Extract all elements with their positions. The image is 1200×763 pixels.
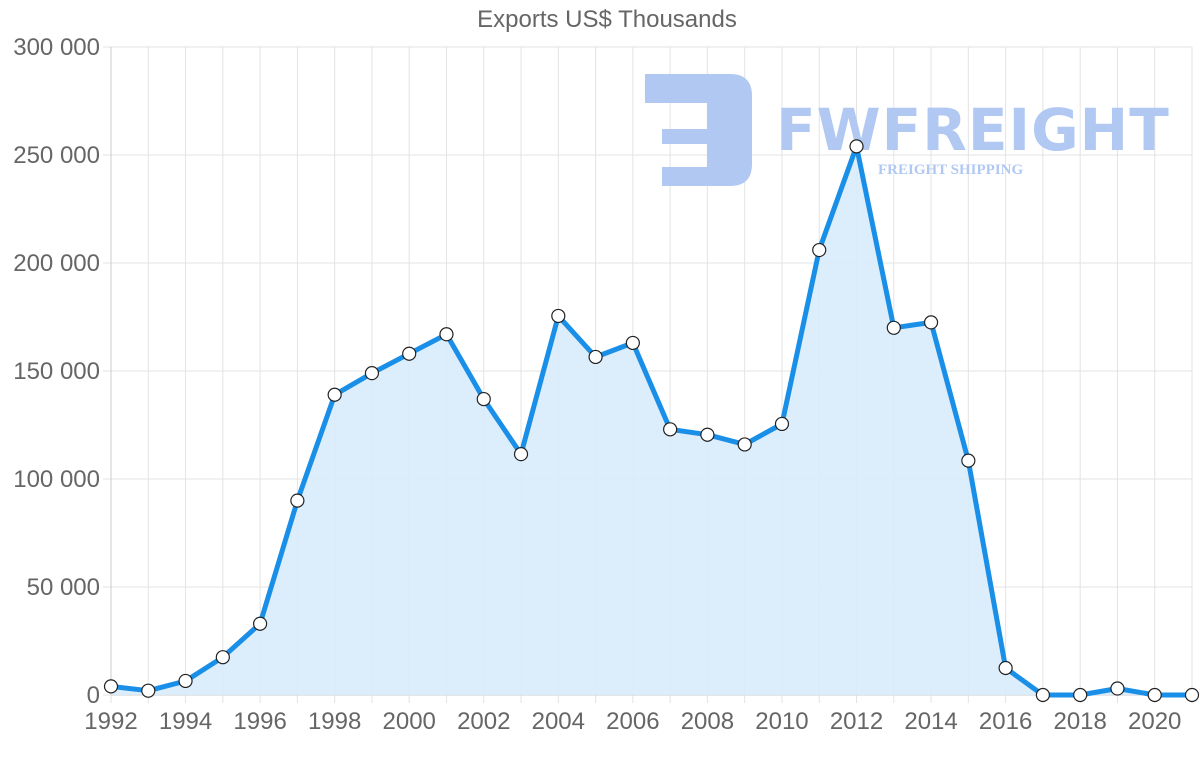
data-point[interactable] (625, 335, 640, 351)
data-line (110, 143, 1192, 698)
x-tick-label: 1994 (159, 708, 212, 735)
x-tick-label: 2018 (1053, 708, 1106, 735)
x-tick-label: 2004 (532, 708, 585, 735)
data-point[interactable] (215, 650, 230, 665)
x-tick-label: 2016 (979, 708, 1032, 735)
data-point[interactable] (364, 366, 380, 381)
data-point[interactable] (737, 437, 752, 452)
data-point[interactable] (961, 453, 976, 468)
data-point[interactable] (476, 391, 491, 407)
fwfreight-logo-icon (645, 74, 752, 186)
data-point[interactable] (700, 427, 715, 442)
data-point[interactable] (998, 660, 1013, 676)
y-tick-label: 100 000 (13, 466, 100, 493)
data-point[interactable] (663, 422, 678, 437)
data-points (103, 139, 1200, 703)
data-point[interactable] (513, 447, 529, 462)
data-point[interactable] (290, 493, 305, 508)
data-point[interactable] (849, 139, 864, 154)
data-point[interactable] (774, 416, 790, 432)
y-tick-label: 300 000 (13, 34, 100, 61)
x-tick-label: 2010 (755, 708, 808, 735)
watermark-brand: FWFREIGHT (776, 96, 1170, 164)
y-tick-label: 250 000 (13, 142, 100, 169)
data-point[interactable] (1035, 687, 1050, 703)
x-tick-label: 1996 (233, 708, 286, 735)
data-point[interactable] (923, 315, 939, 330)
y-tick-label: 200 000 (13, 250, 100, 277)
x-tick-label: 2014 (904, 708, 957, 735)
x-tick-label: 2000 (383, 708, 436, 735)
data-point[interactable] (439, 327, 454, 342)
x-tick-label: 1992 (84, 708, 137, 735)
data-point[interactable] (141, 683, 156, 698)
data-point[interactable] (178, 673, 193, 689)
watermark-tagline: FREIGHT SHIPPING (878, 162, 1023, 178)
data-point[interactable] (886, 320, 901, 335)
x-tick-label: 2012 (830, 708, 883, 735)
data-point[interactable] (103, 679, 119, 694)
y-tick-label: 50 000 (27, 574, 100, 601)
data-point[interactable] (327, 387, 342, 402)
data-point[interactable] (812, 242, 827, 258)
data-point[interactable] (253, 616, 268, 631)
x-tick-label: 2006 (606, 708, 659, 735)
x-tick-label: 1998 (308, 708, 361, 735)
data-point[interactable] (402, 346, 417, 361)
y-tick-label: 150 000 (13, 358, 100, 385)
data-point[interactable] (1184, 687, 1200, 703)
data-point[interactable] (1147, 687, 1162, 703)
data-point[interactable] (588, 349, 603, 365)
data-point[interactable] (551, 308, 566, 324)
data-point[interactable] (1073, 687, 1088, 703)
x-tick-label: 2020 (1128, 708, 1181, 735)
x-tick-label: 2002 (457, 708, 510, 735)
y-tick-label: 0 (87, 682, 100, 709)
y-axis: 0 50 000 100 000 150 000 200 000 250 000 300 0… (13, 34, 100, 709)
x-tick-label: 2008 (681, 708, 734, 735)
fwfreight-watermark: FWFREIGHT FREIGHT SHIPPING (645, 74, 1170, 186)
x-axis: 1992 1994 1996 1998 2000 2002 2004 2006 2008 2010… (84, 708, 1181, 735)
data-point[interactable] (1110, 681, 1125, 696)
area-fill (111, 146, 1192, 695)
chart-title: Exports US$ Thousands (477, 6, 737, 33)
